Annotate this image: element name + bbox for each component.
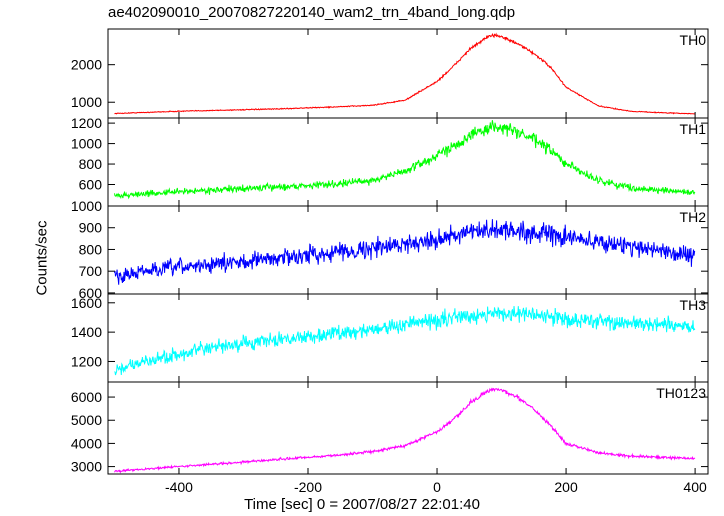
y-tick-label: 6000 [71,389,102,405]
series-line-th2 [114,219,696,285]
y-tick-label: 3000 [71,459,102,475]
x-tick-label: 200 [554,479,578,495]
panel-label-th0: TH0 [680,32,707,48]
series-line-th0123 [114,387,696,474]
panel-frame-th1 [107,117,709,207]
panel-frame-th0 [107,28,709,119]
y-tick-label: 5000 [71,412,102,428]
y-tick-label: 1000 [71,198,102,214]
y-tick-label: 800 [79,241,103,257]
panel-label-th0123: TH0123 [656,385,706,401]
x-tick-label: -200 [294,479,322,495]
y-tick-label: 700 [79,263,103,279]
panel-label-th3: TH3 [680,297,707,313]
y-tick-label: 800 [79,156,103,172]
panel-label-th2: TH2 [680,209,707,225]
y-tick-label: 1200 [71,353,102,369]
panel-frame-th0123 [107,381,709,475]
chart-title: ae402090010_20070827220140_wam2_trn_4ban… [108,4,516,21]
series-line-th3 [114,306,696,376]
y-tick-label: 2000 [71,57,102,73]
y-tick-label: 1000 [71,136,102,152]
y-tick-label: 1600 [71,295,102,311]
x-axis-label: Time [sec] 0 = 2007/08/27 22:01:40 [244,496,480,513]
y-tick-label: 1400 [71,324,102,340]
y-tick-label: 4000 [71,435,102,451]
y-tick-label: 1200 [71,115,102,131]
panel-frame-th3 [107,293,709,383]
y-tick-label: 600 [79,285,103,301]
x-tick-label: 400 [683,479,707,495]
series-line-th0 [114,32,696,115]
series-line-th1 [114,120,696,200]
x-tick-label: 0 [433,479,441,495]
y-tick-label: 1000 [71,94,102,110]
y-tick-label: 600 [79,177,103,193]
panel-label-th1: TH1 [680,121,707,137]
y-tick-label: 900 [79,220,103,236]
y-axis-label: Counts/sec [33,220,51,296]
x-tick-label: -400 [165,479,193,495]
